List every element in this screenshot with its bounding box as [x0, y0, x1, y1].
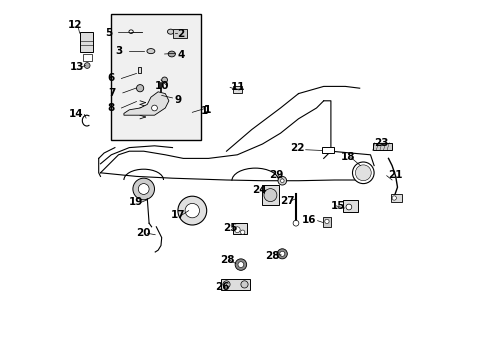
Text: 5: 5 — [104, 28, 112, 38]
Text: 20: 20 — [136, 228, 150, 238]
Bar — [232, 223, 246, 234]
Circle shape — [241, 281, 247, 288]
Circle shape — [355, 165, 370, 181]
Text: 12: 12 — [67, 20, 81, 30]
Circle shape — [138, 184, 149, 194]
Text: 24: 24 — [252, 185, 266, 195]
Text: 14: 14 — [69, 109, 83, 120]
Circle shape — [223, 281, 230, 288]
Ellipse shape — [167, 29, 174, 34]
Circle shape — [84, 63, 90, 68]
Circle shape — [235, 259, 246, 270]
Text: 28: 28 — [220, 255, 234, 265]
Text: 25: 25 — [223, 223, 237, 233]
Bar — [80, 32, 93, 52]
Circle shape — [238, 262, 244, 267]
Text: 3: 3 — [115, 46, 122, 56]
Text: 23: 23 — [373, 138, 388, 148]
Text: 18: 18 — [340, 152, 355, 162]
Circle shape — [151, 105, 157, 111]
Text: 17: 17 — [170, 210, 185, 220]
Text: 9: 9 — [174, 95, 181, 105]
Circle shape — [136, 85, 143, 92]
Bar — [221, 279, 249, 290]
Text: 13: 13 — [70, 62, 84, 72]
Text: 10: 10 — [154, 81, 169, 91]
Circle shape — [277, 176, 286, 185]
Text: 16: 16 — [302, 215, 316, 225]
Bar — [138, 67, 141, 73]
Circle shape — [277, 249, 287, 259]
Bar — [261, 185, 279, 205]
Bar — [172, 29, 186, 38]
Text: 27: 27 — [280, 195, 295, 206]
Ellipse shape — [162, 77, 167, 83]
Circle shape — [346, 204, 351, 210]
Circle shape — [178, 196, 206, 225]
Text: 7: 7 — [108, 88, 116, 98]
Circle shape — [133, 178, 154, 200]
Ellipse shape — [146, 49, 155, 54]
Text: 8: 8 — [107, 103, 114, 113]
Text: 28: 28 — [265, 251, 279, 261]
Ellipse shape — [168, 51, 175, 57]
Bar — [82, 54, 91, 61]
Circle shape — [324, 219, 328, 224]
Text: 1: 1 — [204, 105, 211, 115]
Ellipse shape — [159, 98, 162, 103]
Polygon shape — [123, 92, 168, 115]
Bar — [322, 217, 330, 227]
Text: 15: 15 — [330, 201, 345, 211]
Bar — [232, 86, 242, 93]
Circle shape — [264, 189, 276, 202]
Text: 4: 4 — [177, 50, 184, 60]
Text: 26: 26 — [215, 282, 229, 292]
Text: 1: 1 — [200, 106, 207, 116]
Circle shape — [240, 230, 244, 234]
Bar — [390, 194, 401, 202]
Circle shape — [279, 251, 284, 256]
Bar — [343, 200, 357, 212]
Circle shape — [234, 227, 240, 233]
Text: 22: 22 — [290, 143, 305, 153]
Bar — [111, 14, 201, 140]
Circle shape — [391, 196, 396, 200]
Circle shape — [292, 220, 298, 226]
Text: 2: 2 — [177, 29, 184, 39]
Bar — [322, 147, 333, 153]
Circle shape — [185, 203, 199, 218]
Circle shape — [280, 179, 284, 183]
Ellipse shape — [129, 30, 133, 33]
Text: 11: 11 — [230, 82, 245, 93]
Text: 6: 6 — [107, 73, 114, 84]
Text: 19: 19 — [128, 197, 142, 207]
Circle shape — [352, 162, 373, 184]
Text: 21: 21 — [387, 170, 402, 180]
Text: 29: 29 — [268, 170, 283, 180]
Text: 1: 1 — [204, 105, 211, 115]
Bar — [372, 143, 392, 150]
